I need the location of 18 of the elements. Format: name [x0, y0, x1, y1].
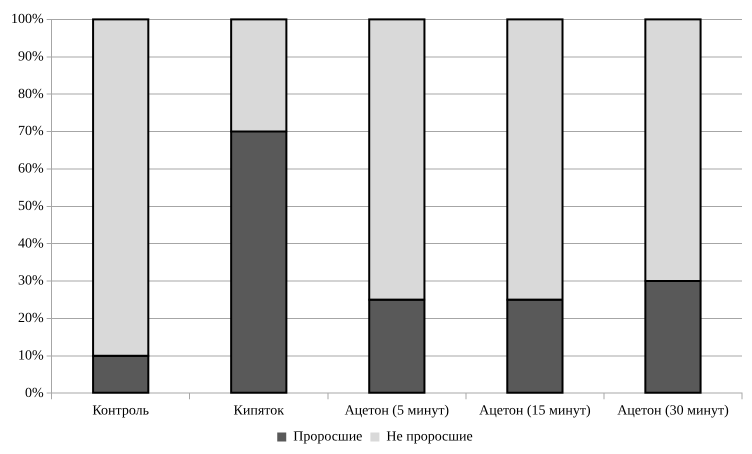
y-tick-label: 70%	[18, 124, 44, 140]
x-tick-label: Ацетон (30 минут)	[617, 403, 730, 418]
y-tick-label: 40%	[18, 236, 44, 252]
y-tick-label: 0%	[24, 386, 44, 401]
y-tick-label: 100%	[10, 12, 44, 28]
y-tick-label: 50%	[18, 198, 44, 214]
x-tick-label: Контроль	[92, 403, 149, 418]
x-tick-label: Ацетон (15 минут)	[479, 403, 591, 418]
y-tick-label: 30%	[18, 274, 44, 289]
legend-label: Не проросшие	[386, 430, 473, 445]
y-tick-label: 10%	[18, 348, 44, 364]
y-tick-label: 80%	[18, 86, 44, 102]
x-tick-label: Ацетон (5 минут)	[344, 403, 450, 418]
y-tick-label: 20%	[18, 311, 44, 326]
y-tick-label: 90%	[18, 49, 44, 64]
y-tick-label: 60%	[18, 162, 44, 177]
legend-label: Проросшие	[293, 430, 362, 445]
x-tick-label: Кипяток	[234, 403, 284, 418]
